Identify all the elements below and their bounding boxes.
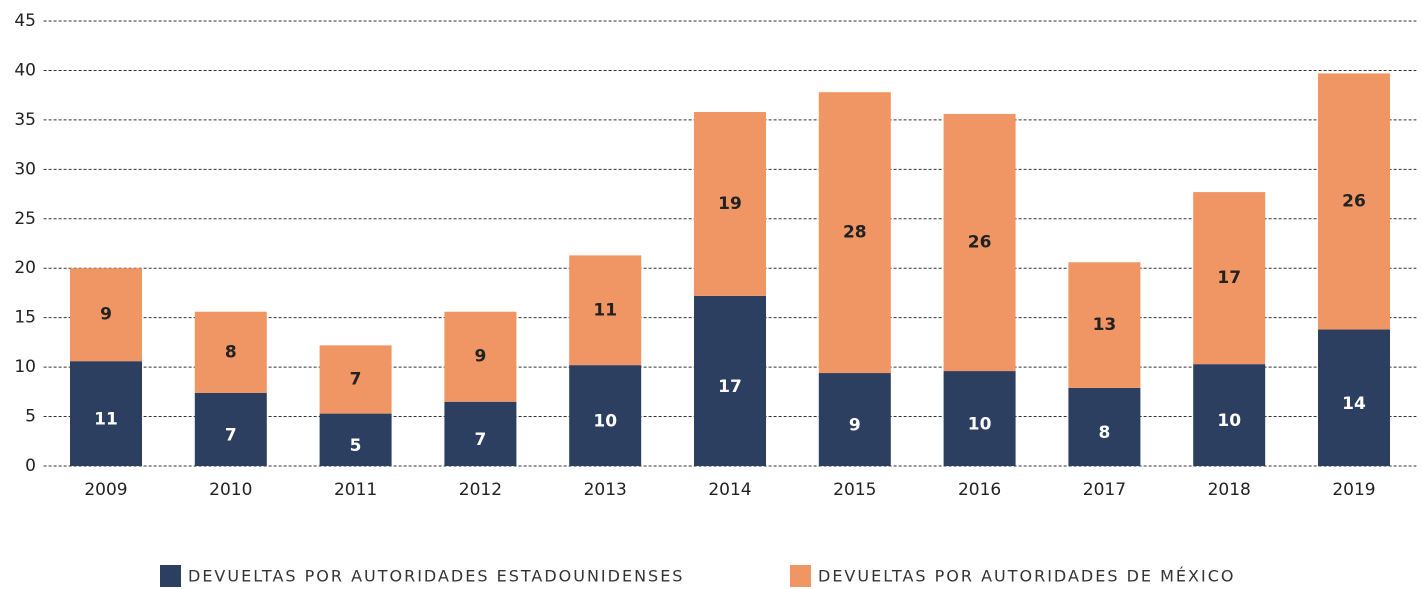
bar-segment <box>194 392 267 466</box>
x-tick-label: 2013 <box>584 480 627 500</box>
x-tick-label: 2010 <box>209 480 252 500</box>
bar-segment <box>569 365 642 466</box>
bar-segment <box>444 401 517 466</box>
bar-segment <box>1318 73 1390 330</box>
bar-segment <box>694 111 766 296</box>
bar-segment <box>1318 329 1390 466</box>
x-tick-label: 2012 <box>459 480 502 500</box>
x-tick-label: 2014 <box>708 480 751 500</box>
value-label: 11 <box>94 410 118 430</box>
y-tick-label: 20 <box>14 258 36 278</box>
value-label: 26 <box>1342 191 1366 211</box>
bar-segment <box>818 373 891 466</box>
bar-segment <box>194 311 267 393</box>
bar-segment <box>1068 387 1141 466</box>
x-tick-label: 2016 <box>958 480 1001 500</box>
value-label: 9 <box>474 347 486 367</box>
bar-segment <box>1068 262 1141 388</box>
bar-segment <box>444 311 517 402</box>
y-tick-label: 45 <box>14 11 36 31</box>
x-tick-label: 2018 <box>1208 480 1251 500</box>
value-label: 17 <box>1217 268 1241 288</box>
value-label: 10 <box>1217 411 1241 431</box>
value-label: 9 <box>849 416 861 436</box>
x-tick-label: 2019 <box>1332 480 1375 500</box>
bar-segment <box>694 295 766 466</box>
bar-segment <box>943 113 1016 372</box>
legend-swatch <box>790 565 811 587</box>
y-tick-label: 25 <box>14 209 36 229</box>
x-tick-label: 2009 <box>84 480 127 500</box>
y-tick-label: 35 <box>14 110 36 130</box>
value-label: 13 <box>1093 315 1117 335</box>
value-label: 14 <box>1342 394 1366 414</box>
legend-swatch <box>160 565 181 587</box>
value-label: 11 <box>593 300 617 320</box>
y-tick-label: 5 <box>25 407 36 427</box>
value-label: 8 <box>1098 423 1110 443</box>
value-label: 19 <box>718 194 742 214</box>
bar-segment <box>70 268 142 362</box>
y-tick-label: 0 <box>25 456 36 476</box>
value-label: 10 <box>593 412 617 432</box>
x-tick-label: 2015 <box>833 480 876 500</box>
bar-segment <box>319 413 392 466</box>
value-label: 5 <box>350 436 362 456</box>
y-tick-label: 10 <box>14 357 36 377</box>
x-tick-label: 2011 <box>334 480 377 500</box>
y-tick-label: 40 <box>14 60 36 80</box>
value-label: 7 <box>350 369 362 389</box>
bar-segment <box>569 255 642 366</box>
legend-label: DEVUELTAS POR AUTORIDADES ESTADOUNIDENSE… <box>188 567 684 586</box>
value-label: 10 <box>968 415 992 435</box>
bar-segment <box>943 371 1016 466</box>
legend-label: DEVUELTAS POR AUTORIDADES DE MÉXICO <box>818 567 1235 586</box>
x-tick-label: 2017 <box>1083 480 1126 500</box>
value-label: 28 <box>843 223 867 243</box>
value-label: 7 <box>474 430 486 450</box>
bar-segment <box>70 361 142 466</box>
y-tick-label: 15 <box>14 308 36 328</box>
y-tick-label: 30 <box>14 159 36 179</box>
bar-segment <box>818 92 891 374</box>
bar-segment <box>1193 192 1266 365</box>
bar-segment <box>1193 364 1266 466</box>
value-label: 7 <box>225 425 237 445</box>
value-label: 26 <box>968 233 992 253</box>
value-label: 9 <box>100 305 112 325</box>
value-label: 8 <box>225 342 237 362</box>
value-label: 17 <box>718 377 742 397</box>
bar-segment <box>319 345 392 414</box>
